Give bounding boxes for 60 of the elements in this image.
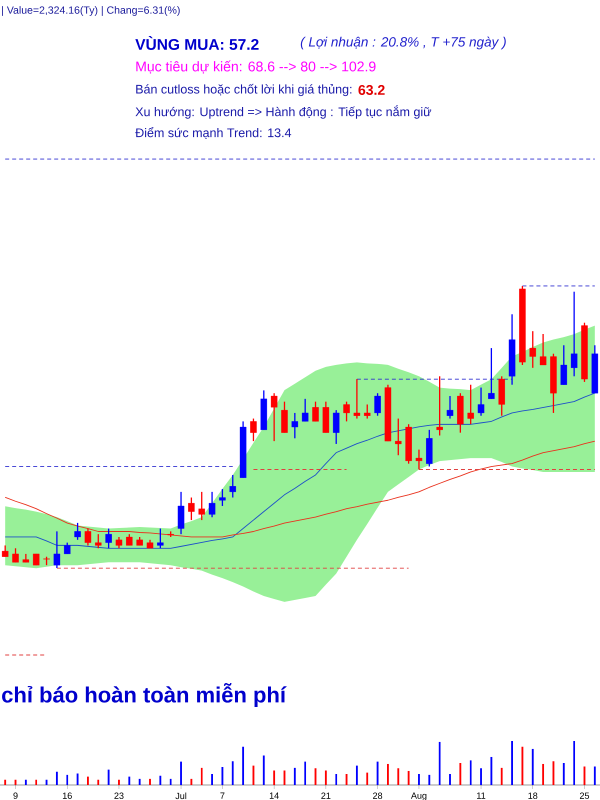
candlestick	[64, 542, 70, 555]
candlestick	[84, 528, 92, 546]
candlestick	[116, 536, 122, 549]
x-tick-label: 9	[13, 792, 18, 799]
candlestick	[332, 409, 340, 445]
candlestick	[281, 401, 288, 434]
candlestick	[198, 491, 205, 521]
candlestick	[230, 474, 236, 498]
x-tick-label: 11	[477, 792, 486, 799]
x-tick-label: 21	[321, 792, 330, 799]
text: chỉ báo hoàn toàn miễn phí	[2, 683, 287, 707]
x-tick-label: 7	[220, 792, 224, 799]
x-tick-label: 25	[580, 792, 590, 799]
candlestick	[374, 392, 381, 416]
candlestick	[560, 344, 568, 386]
candlestick	[105, 528, 112, 549]
text: Mục tiêu dự kiến: 68.6 --> 80 --> 102.9	[136, 60, 376, 74]
candlestick	[395, 418, 402, 456]
candlestick	[32, 553, 40, 566]
candlestick	[446, 395, 454, 420]
candlestick	[530, 330, 536, 368]
candlestick	[157, 528, 164, 549]
candlestick	[54, 530, 60, 569]
x-tick-label: 14	[270, 792, 279, 799]
x-tick-label: 23	[114, 792, 124, 799]
candlestick	[570, 291, 578, 377]
text: 63.2	[358, 85, 385, 95]
candlestick	[343, 401, 350, 422]
candlestick	[488, 347, 495, 400]
candlestick	[540, 333, 546, 366]
candlestick	[250, 418, 257, 442]
candlestick	[74, 522, 81, 540]
candlestick	[312, 401, 319, 422]
text: VÙNG MUA: 57.2	[135, 36, 259, 50]
candlestick	[12, 548, 19, 564]
candlestick	[416, 448, 422, 470]
text: Điểm sức mạnh Trend: 13.4	[135, 127, 292, 139]
candlestick	[302, 398, 308, 422]
candlestick	[95, 534, 102, 549]
candlestick	[126, 534, 133, 546]
text: ( Lợi nhuận : 20.8% , T +75 ngày )	[300, 36, 506, 50]
candlestick	[208, 491, 216, 518]
candlestick	[2, 544, 8, 558]
candlestick	[292, 412, 298, 439]
candlestick	[188, 496, 195, 521]
candlestick	[354, 378, 360, 420]
text: Xu hướng: Uptrend => Hành động : Tiếp tục nắm giữ	[135, 105, 432, 119]
x-tick-label: 28	[373, 792, 382, 799]
candlestick	[467, 384, 474, 425]
candlestick	[364, 404, 370, 420]
candlestick	[478, 386, 484, 416]
text: Bán cutloss hoặc chốt lời khi giá thủng:	[136, 84, 352, 96]
candlestick	[436, 376, 443, 436]
candlestick	[178, 491, 184, 535]
x-tick-label: Jul	[175, 792, 186, 800]
candlestick	[270, 392, 278, 442]
x-tick-label: 18	[528, 792, 538, 799]
candlestick	[219, 488, 226, 507]
x-tick-label: 16	[62, 792, 72, 799]
text: | Value=2,324.16(Ty) | Chang=6.31(%)	[2, 6, 180, 16]
